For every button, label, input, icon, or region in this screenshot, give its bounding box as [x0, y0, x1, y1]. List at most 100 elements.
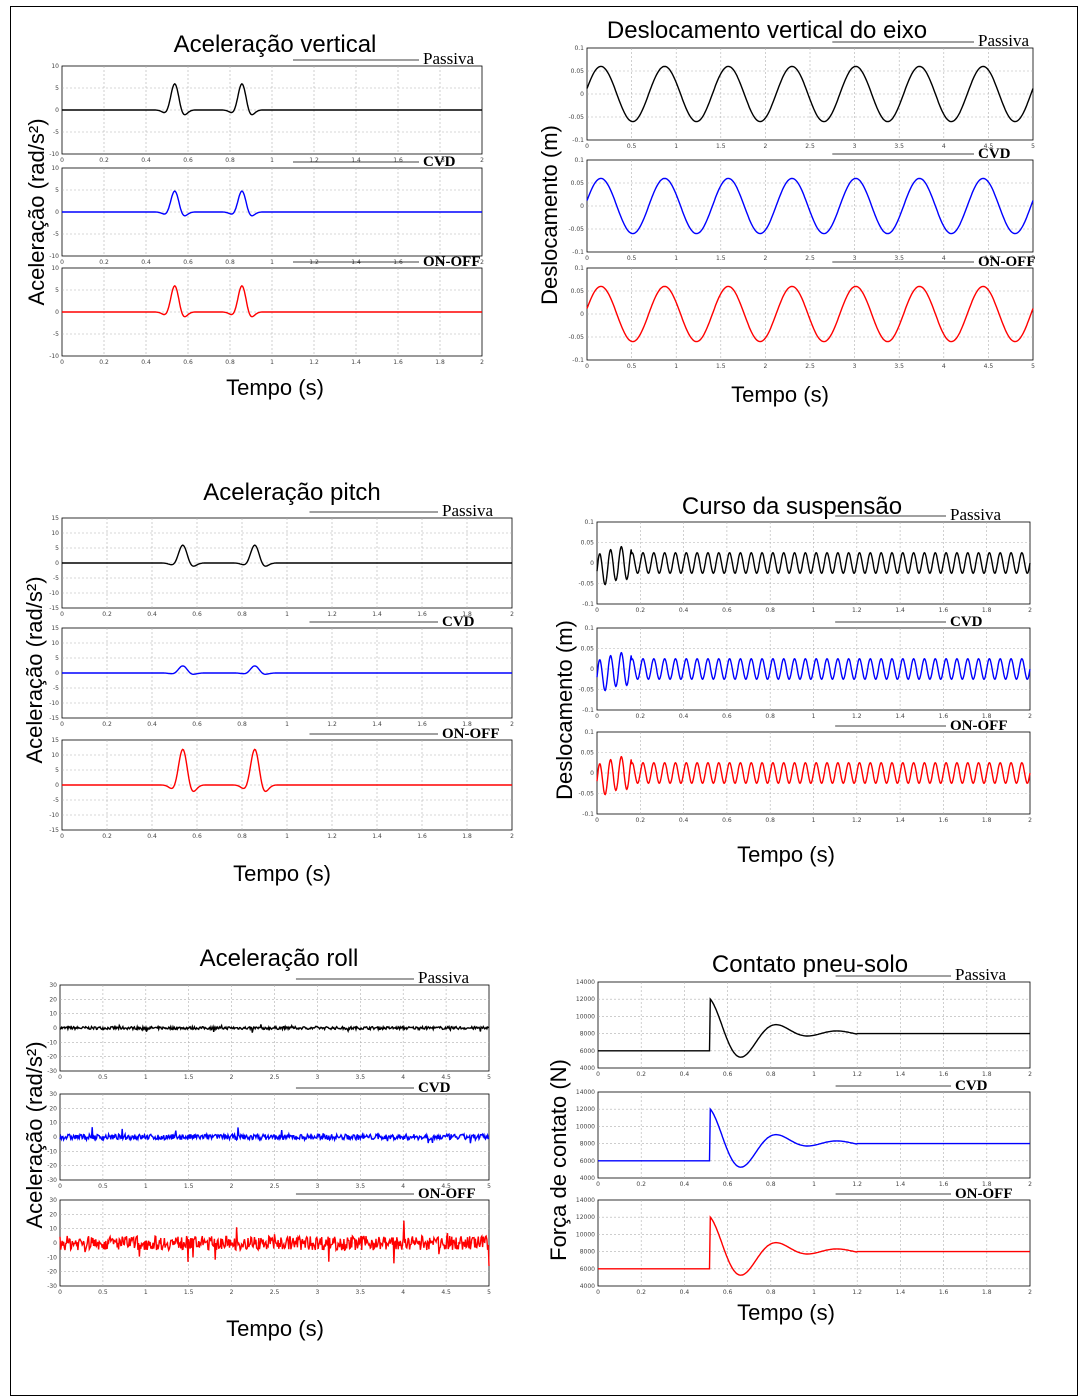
series-line	[62, 544, 512, 567]
x-tick-label: 4.5	[984, 143, 994, 150]
x-tick-label: 0.8	[237, 611, 247, 618]
y-axis-label: Aceleração (rad/s²)	[22, 1041, 47, 1228]
y-tick-label: -30	[47, 1177, 57, 1184]
series-line	[62, 665, 512, 676]
x-tick-label: 0.4	[147, 721, 157, 728]
x-tick-label: 4	[401, 1289, 405, 1296]
x-tick-label: 4	[942, 363, 946, 370]
x-tick-label: 2	[1028, 1181, 1032, 1188]
x-tick-label: 1.8	[462, 611, 472, 618]
y-tick-label: 0	[580, 311, 584, 318]
panel-onoff: ON-OFF 0 0.2 0.4 0.6 0.8 1 1.2 1.4 1.6 1.8 2 14000 12…	[576, 1186, 1032, 1296]
x-tick-label: 2	[763, 143, 767, 150]
y-tick-label: 0.1	[584, 625, 594, 632]
y-tick-label: 0.05	[571, 68, 585, 75]
y-tick-label: -10	[49, 700, 59, 707]
x-tick-label: 2.5	[805, 143, 815, 150]
panel-cvd: CVD 0 0.5 1 1.5 2 2.5 3 3.5 4 4.5 5 0.1 0.05 0 -0.05 -0.…	[568, 146, 1035, 262]
x-tick-label: 1	[285, 721, 289, 728]
x-axis-label: Tempo (s)	[737, 1300, 835, 1325]
legend-label: ON-OFF	[442, 726, 500, 742]
series-line	[59, 1023, 490, 1034]
y-tick-label: 10000	[576, 1013, 595, 1020]
y-tick-label: -0.05	[578, 581, 594, 588]
y-tick-label: 0.05	[581, 646, 595, 653]
series-line	[596, 651, 1031, 692]
series-line	[598, 1107, 1030, 1168]
x-tick-label: 2	[230, 1074, 234, 1081]
x-tick-label: 0	[596, 1181, 600, 1188]
x-tick-label: 0.4	[679, 607, 689, 614]
x-tick-label: 1.8	[982, 1071, 992, 1078]
x-tick-label: 1	[812, 1071, 816, 1078]
y-tick-label: 8000	[580, 1031, 595, 1038]
x-tick-label: 0.8	[766, 1289, 776, 1296]
x-tick-label: 0.8	[765, 817, 775, 824]
y-tick-label: -15	[49, 827, 59, 834]
panel-onoff: ON-OFF 0 0.5 1 1.5 2 2.5 3 3.5 4 4.5 5 0.1 0.05 0 -0.05…	[568, 254, 1035, 370]
series-line	[598, 1215, 1030, 1276]
x-tick-label: 4	[942, 143, 946, 150]
x-tick-label: 1	[144, 1074, 148, 1081]
x-tick-label: 2	[1028, 713, 1032, 720]
series-line	[62, 748, 512, 793]
y-tick-label: 8000	[580, 1141, 595, 1148]
y-tick-label: -0.1	[572, 137, 584, 144]
chart-1: Aceleração vertical Tempo (s) Aceleração (…	[24, 31, 484, 400]
x-tick-label: 1.6	[939, 817, 949, 824]
x-tick-label: 0	[595, 713, 599, 720]
y-tick-label: 30	[49, 1091, 57, 1098]
y-tick-label: 6000	[580, 1158, 595, 1165]
x-tick-label: 0	[595, 817, 599, 824]
x-tick-label: 3	[853, 255, 857, 262]
x-tick-label: 3	[315, 1183, 319, 1190]
x-tick-label: 4.5	[984, 363, 994, 370]
x-tick-label: 1.8	[982, 1181, 992, 1188]
x-tick-label: 0.2	[99, 359, 109, 366]
x-tick-label: 2	[510, 721, 514, 728]
series-line	[59, 1127, 490, 1144]
y-tick-label: 4000	[580, 1175, 595, 1182]
legend-label: Passiva	[442, 501, 493, 520]
y-tick-label: -0.05	[578, 687, 594, 694]
x-tick-label: 1.6	[417, 833, 427, 840]
legend-label: Passiva	[418, 968, 469, 987]
x-tick-label: 0.8	[225, 157, 235, 164]
y-tick-label: 0.05	[581, 540, 595, 547]
y-tick-label: 8000	[580, 1249, 595, 1256]
x-axis-label: Tempo (s)	[737, 842, 835, 867]
y-tick-label: 15	[51, 737, 59, 744]
y-tick-label: -20	[47, 1054, 57, 1061]
x-tick-label: 0.2	[636, 713, 646, 720]
x-tick-label: 2	[1028, 1289, 1032, 1296]
x-tick-label: 3.5	[894, 363, 904, 370]
x-tick-label: 1.2	[852, 713, 862, 720]
x-tick-label: 3	[315, 1074, 319, 1081]
chart-title: Curso da suspensão	[682, 493, 902, 520]
x-tick-label: 2.5	[270, 1074, 280, 1081]
y-tick-label: -15	[49, 715, 59, 722]
panel-passiva: Passiva 0 0.5 1 1.5 2 2.5 3 3.5 4 4.5 5 0.1 0.05 0 -0.0…	[568, 31, 1035, 150]
x-tick-label: 0.6	[722, 817, 732, 824]
panel-passiva: Passiva 0 0.2 0.4 0.6 0.8 1 1.2 1.4 1.6 1.8 2 0.1 0.0…	[578, 505, 1032, 614]
y-tick-label: 20	[49, 996, 57, 1003]
x-tick-label: 3	[315, 1289, 319, 1296]
y-tick-label: -5	[53, 331, 59, 338]
panel-passiva: Passiva 0 0.2 0.4 0.6 0.8 1 1.2 1.4 1.6 1.8 2 15 10 5 0…	[49, 501, 514, 618]
figure-frame	[10, 6, 1078, 1396]
y-tick-label: 0	[590, 560, 594, 567]
y-tick-label: -10	[47, 1039, 57, 1046]
series-line	[62, 285, 482, 318]
x-tick-label: 0.8	[765, 713, 775, 720]
x-tick-label: 4.5	[441, 1074, 451, 1081]
y-tick-label: 0.1	[574, 265, 584, 272]
x-tick-label: 0.2	[102, 611, 112, 618]
x-tick-label: 1.4	[895, 713, 905, 720]
x-tick-label: 0	[595, 607, 599, 614]
y-tick-label: 14000	[576, 1089, 595, 1096]
x-tick-label: 0.6	[192, 721, 202, 728]
y-tick-label: -10	[49, 590, 59, 597]
x-tick-label: 1.6	[393, 259, 403, 266]
x-tick-label: 1.6	[939, 1181, 949, 1188]
